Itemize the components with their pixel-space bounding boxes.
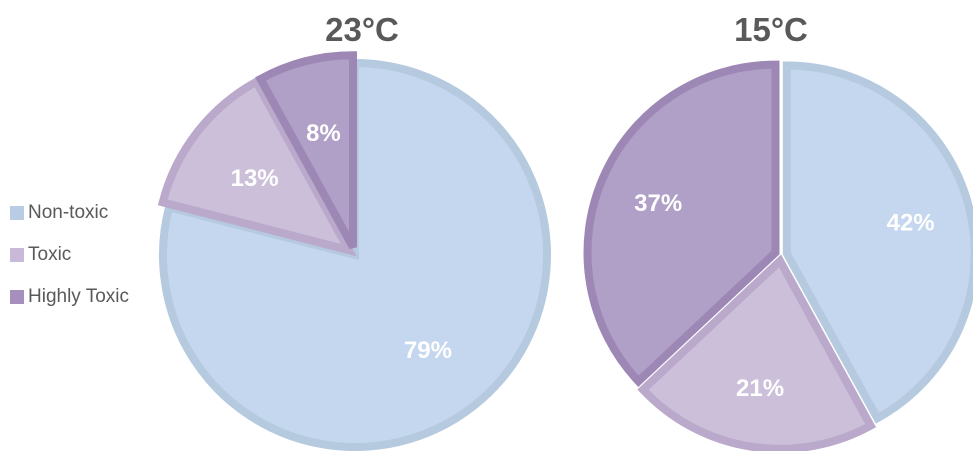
pie-15c-slice-non-toxic <box>782 61 973 424</box>
pie-23c-slice-toxic <box>157 76 357 257</box>
pie-23c: 79% 13% 8% <box>157 51 551 451</box>
legend-label-toxic: Toxic <box>28 244 72 265</box>
pie-15c-slice-toxic <box>637 254 877 451</box>
pie-15c-slice-highly-toxic <box>583 60 780 387</box>
legend-label-non-toxic: Non-toxic <box>28 202 109 223</box>
pie-23c-label-non-toxic: 79% <box>404 337 452 364</box>
legend-swatch-toxic <box>10 248 24 262</box>
chart-title-15c: 15°C <box>734 11 808 48</box>
legend-swatch-highly-toxic <box>10 290 24 304</box>
pie-23c-label-highly-toxic: 8% <box>306 120 341 147</box>
legend-swatch-non-toxic <box>10 206 24 220</box>
chart-title-23c: 23°C <box>325 11 399 48</box>
legend-item-non-toxic: Non-toxic <box>10 202 129 224</box>
legend-item-highly-toxic: Highly Toxic <box>10 286 129 308</box>
pie-15c-label-non-toxic: 42% <box>887 210 935 237</box>
pie-23c-slice-non-toxic <box>159 58 551 451</box>
legend-item-toxic: Toxic <box>10 244 129 266</box>
legend: Non-toxic Toxic Highly Toxic <box>10 202 129 328</box>
pie-23c-label-toxic: 13% <box>231 165 279 192</box>
pie-15c: 42% 21% 37% <box>583 60 973 451</box>
pie-15c-label-highly-toxic: 37% <box>634 190 682 217</box>
pie-15c-label-toxic: 21% <box>736 375 784 402</box>
legend-label-highly-toxic: Highly Toxic <box>28 286 130 307</box>
pie-23c-slice-highly-toxic <box>255 51 358 250</box>
